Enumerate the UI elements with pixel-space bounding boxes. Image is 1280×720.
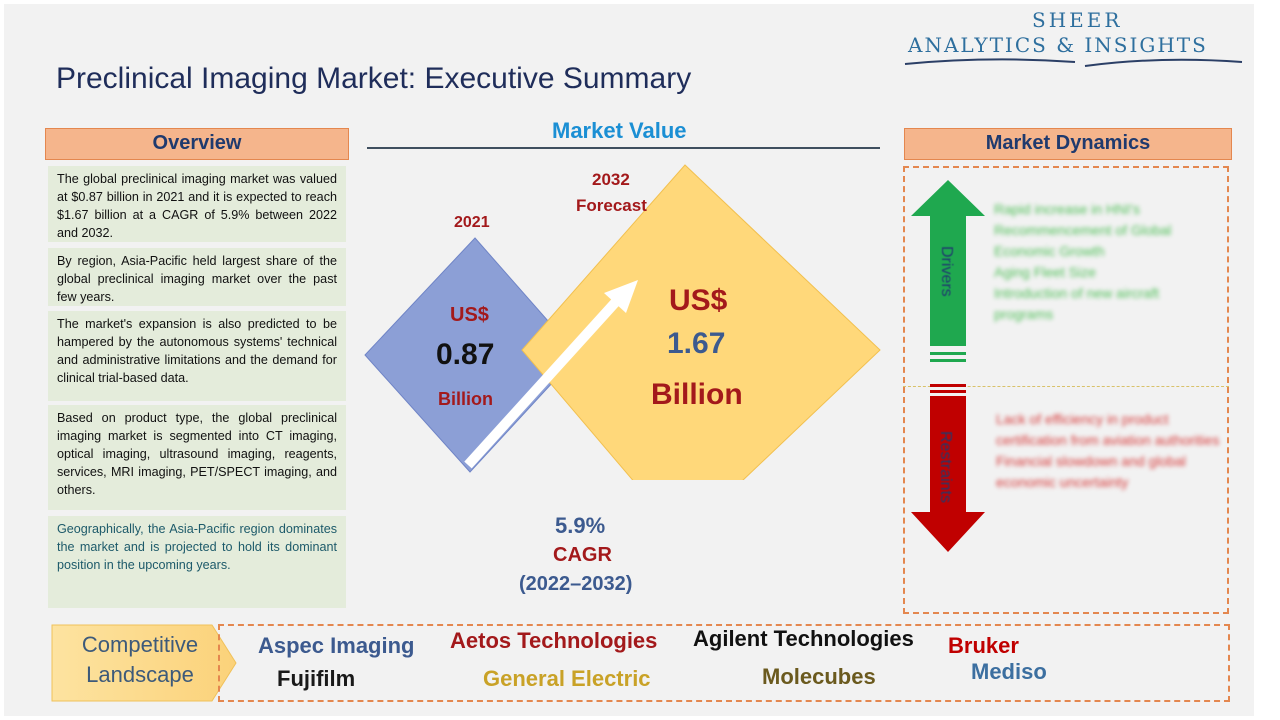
overview-paragraph-5: Geographically, the Asia-Pacific region … <box>48 516 346 608</box>
dynamics-frame <box>903 166 1229 614</box>
market-value-divider <box>367 147 880 149</box>
value-2032-amount: 1.67 <box>667 327 726 360</box>
value-2032-currency: US$ <box>669 284 728 317</box>
driver-item: Rapid increase in HNI's <box>994 201 1140 217</box>
forecast-label: Forecast <box>576 196 647 215</box>
year-2021-label: 2021 <box>454 214 490 231</box>
competitive-landscape-banner <box>51 624 237 702</box>
driver-item: Aging Fleet Size <box>994 264 1096 280</box>
growth-arrow-head <box>604 280 638 313</box>
restraint-item: Lack of efficiency in product certificat… <box>996 411 1220 448</box>
logo-swoosh-icon <box>904 58 1243 67</box>
overview-paragraph-3: The market's expansion is also predicted… <box>48 311 346 401</box>
drivers-label: Drivers <box>938 246 955 297</box>
year-2032-label: 2032 <box>592 170 630 189</box>
page-title: Preclinical Imaging Market: Executive Su… <box>56 62 692 95</box>
competitive-landscape-frame <box>218 624 1230 702</box>
company-name: Mediso <box>971 659 1047 684</box>
value-2021-amount: 0.87 <box>436 338 495 371</box>
drivers-list: Rapid increase in HNI's Recommencement o… <box>994 199 1220 325</box>
value-2032-unit: Billion <box>651 378 743 411</box>
drivers-up-arrow-icon <box>911 180 985 346</box>
cagr-period: (2022–2032) <box>519 573 633 595</box>
diamond-2021 <box>364 237 579 473</box>
overview-paragraph-1: The global preclinical imaging market wa… <box>48 166 346 242</box>
company-name: Aetos Technologies <box>450 628 658 653</box>
overview-paragraph-4: Based on product type, the global precli… <box>48 405 346 510</box>
driver-item: Recommencement of Global Economic Growth <box>994 222 1172 259</box>
overview-heading: Overview <box>45 128 349 160</box>
cagr-label: CAGR <box>553 544 612 566</box>
cagr-rate: 5.9% <box>555 513 606 538</box>
company-name: Bruker <box>948 633 1019 658</box>
restraints-list: Lack of efficiency in product certificat… <box>996 409 1222 493</box>
overview-paragraph-2: By region, Asia-Pacific held largest sha… <box>48 248 346 306</box>
cl-label-line1: Competitive <box>81 632 199 657</box>
company-name: Fujifilm <box>277 666 356 691</box>
restraint-item: Financial slowdown and global economic u… <box>996 453 1186 490</box>
driver-item: Introduction of new aircraft programs <box>994 285 1159 322</box>
dynamics-separator <box>903 386 1229 387</box>
competitive-landscape-label: Competitive Landscape <box>52 630 228 690</box>
growth-arrow-shaft <box>464 291 626 469</box>
market-dynamics-heading: Market Dynamics <box>904 128 1232 160</box>
value-2021-currency: US$ <box>450 304 489 326</box>
company-name: Agilent Technologies <box>693 626 914 651</box>
cl-label-line2: Landscape <box>86 662 194 687</box>
restraints-label: Restraints <box>937 430 954 504</box>
restraints-down-arrow-icon <box>911 396 985 552</box>
company-name: General Electric <box>483 666 651 691</box>
logo-text-bottom: ANALYTICS & INSIGHTS <box>908 33 1208 57</box>
logo-text-top: SHEER <box>1032 8 1123 32</box>
market-value-diamonds <box>364 164 881 480</box>
market-value-heading: Market Value <box>552 118 687 143</box>
value-2021-unit: Billion <box>438 389 493 409</box>
company-name: Aspec Imaging <box>258 633 415 658</box>
dynamics-arrows <box>911 180 985 552</box>
company-name: Molecubes <box>762 664 876 689</box>
diamond-2032 <box>521 164 881 480</box>
